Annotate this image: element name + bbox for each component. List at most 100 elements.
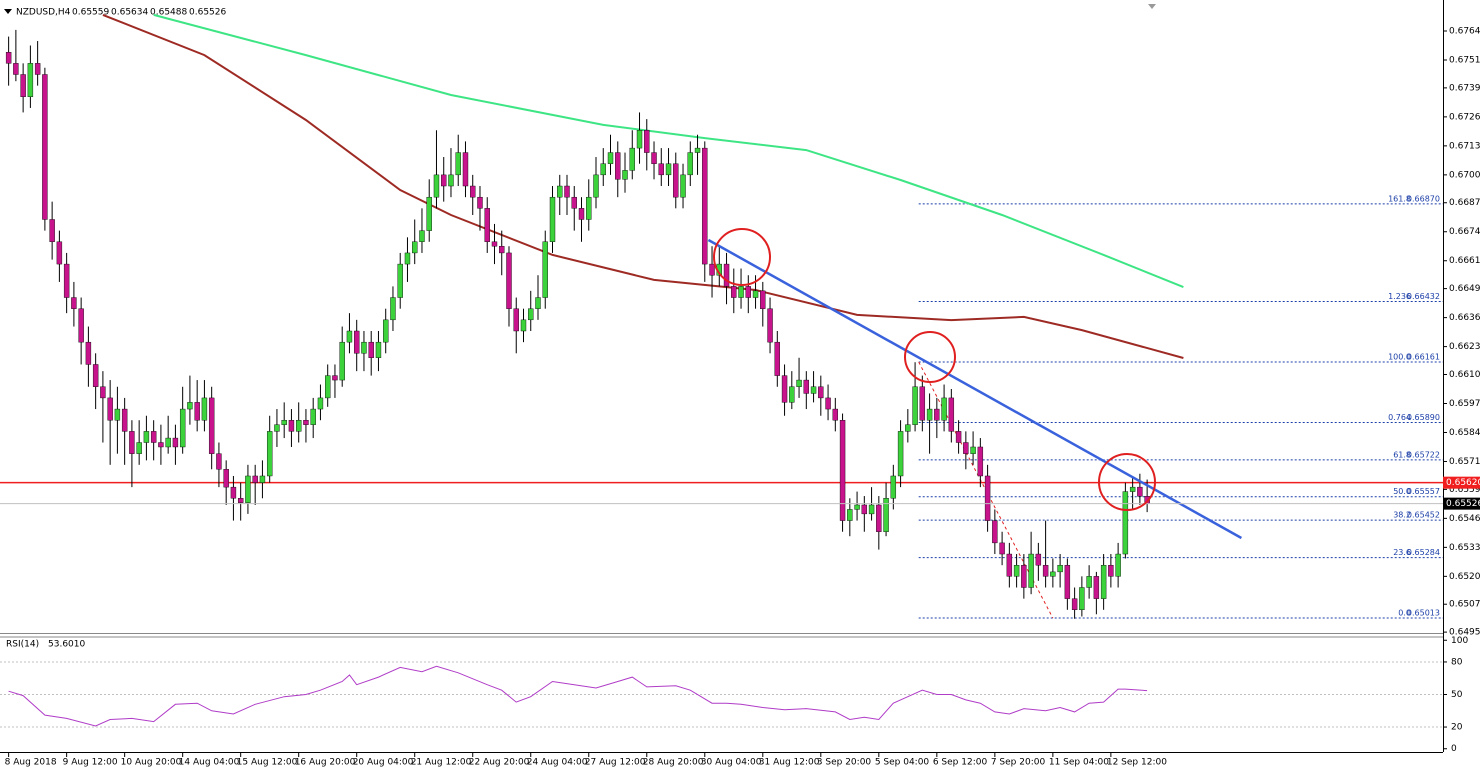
candle-body <box>1057 564 1063 573</box>
fib-ratio: 38.2 <box>1393 511 1411 520</box>
candle-body <box>658 163 664 176</box>
candle-body <box>187 402 193 410</box>
y-tick-label: 0.65845 <box>1449 428 1480 438</box>
candle-body <box>404 252 411 265</box>
candle-body <box>339 341 345 381</box>
candle-body <box>593 174 599 198</box>
menu-arrow[interactable] <box>4 9 12 14</box>
y-tick-label: 0.67515 <box>1449 55 1480 65</box>
candle-body <box>303 420 309 425</box>
candle-body <box>622 170 628 180</box>
candle-body <box>1013 564 1020 577</box>
candle-body <box>709 263 715 276</box>
candle-body <box>5 51 12 64</box>
x-tick-label: 30 Aug 04:00 <box>701 758 762 768</box>
candle-body <box>71 297 77 309</box>
candle-body <box>1006 553 1013 577</box>
candle-body <box>1042 564 1049 577</box>
x-tick-label: 12 Sep 12:00 <box>1107 758 1167 768</box>
candle-body <box>412 241 418 254</box>
candle-body <box>78 308 84 343</box>
candle-body <box>100 386 106 399</box>
y-tick-label: 0.65715 <box>1449 457 1480 467</box>
candle-body <box>731 286 737 298</box>
candle-body <box>955 431 962 443</box>
candle-body <box>607 152 614 164</box>
current-price-tag <box>1443 497 1480 510</box>
candle-body <box>571 196 577 209</box>
candle-body <box>600 163 606 176</box>
candle-body <box>1129 486 1136 492</box>
candle-body <box>1035 553 1042 566</box>
candle-body <box>63 263 70 298</box>
x-tick-label: 22 Aug 20:00 <box>469 758 530 768</box>
candle-body <box>295 420 302 432</box>
ohlc-close: 0.65526 <box>189 8 226 18</box>
candle-body <box>832 408 839 421</box>
candle-body <box>441 174 447 187</box>
candle-body <box>1071 598 1078 611</box>
candle-body <box>752 290 759 298</box>
candle-body <box>760 290 766 309</box>
x-tick-label: 20 Aug 04:00 <box>353 758 414 768</box>
candle-body <box>1122 491 1129 555</box>
candle-body <box>847 509 853 521</box>
candle-body <box>274 424 280 432</box>
rsi-line <box>8 665 1148 727</box>
candle-body <box>926 408 933 421</box>
candle-body <box>992 520 998 544</box>
x-tick-label: 10 Aug 20:00 <box>121 758 182 768</box>
candle-body <box>194 402 200 421</box>
candle-body <box>745 286 751 298</box>
candle-body <box>85 341 92 365</box>
candle-body <box>680 174 686 198</box>
candle-body <box>383 319 389 343</box>
candle-body <box>876 504 882 532</box>
candle-body <box>332 375 338 381</box>
candle-body <box>1093 576 1100 599</box>
candle-body <box>448 174 454 187</box>
fib-ratio: 161.8 <box>1388 194 1411 203</box>
ohlc-low: 0.65488 <box>150 8 187 18</box>
candle-body <box>42 74 48 220</box>
candle-body <box>114 408 121 421</box>
y-tick-label: 0.66615 <box>1449 256 1480 266</box>
candle-body <box>346 330 353 343</box>
candle-body <box>861 504 868 515</box>
candle-body <box>259 475 266 483</box>
candle-body <box>919 386 926 421</box>
candle-body <box>789 386 795 403</box>
candle-body <box>433 174 440 198</box>
fib-ratio: 0.764 <box>1388 413 1411 422</box>
symbol-title: NZDUSD,H4 <box>16 8 71 18</box>
candle-body <box>905 424 911 432</box>
rsi-tick-label: 20 <box>1451 723 1463 733</box>
candle-body <box>535 297 541 309</box>
fib-ratio: 0.0 <box>1398 609 1411 618</box>
x-tick-label: 27 Aug 12:00 <box>585 758 646 768</box>
candle-body <box>1086 576 1092 588</box>
candle-body <box>230 486 237 499</box>
rsi-tick-label: 80 <box>1451 657 1463 667</box>
candle-body <box>426 196 432 231</box>
rsi-tick-label: 0 <box>1451 744 1457 754</box>
candle-body <box>506 252 512 309</box>
candle-body <box>375 341 382 358</box>
candle-body <box>767 308 773 343</box>
y-tick-label: 0.66745 <box>1449 227 1480 237</box>
fib-ratio: 1.236 <box>1388 292 1411 301</box>
candle-body <box>462 152 469 187</box>
shift-marker[interactable] <box>1148 4 1156 9</box>
candle-body <box>1115 553 1121 577</box>
candle-body <box>92 364 99 387</box>
fib-price: 0.65722 <box>1407 450 1440 459</box>
candle-body <box>165 437 171 448</box>
candle-body <box>1108 564 1114 577</box>
candle-body <box>121 408 128 432</box>
candle-body <box>150 431 157 443</box>
